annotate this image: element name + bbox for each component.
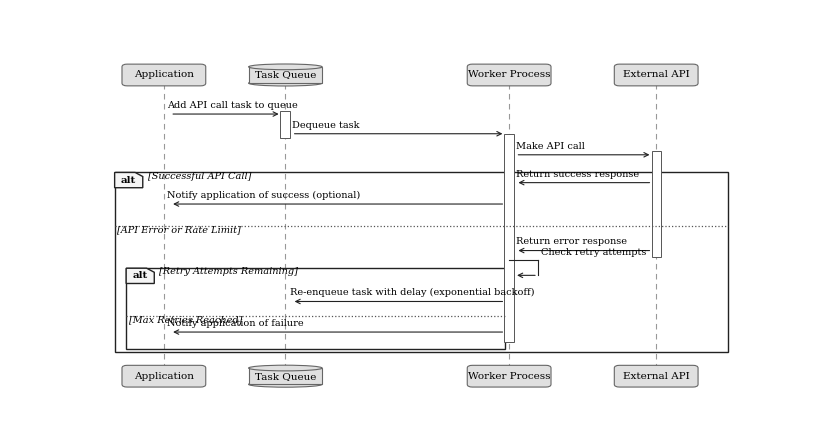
Text: Notify application of success (optional): Notify application of success (optional) (167, 191, 361, 200)
Text: Worker Process: Worker Process (468, 372, 550, 381)
Text: Add API call task to queue: Add API call task to queue (167, 101, 298, 110)
Bar (115, 172, 728, 352)
Text: Worker Process: Worker Process (468, 71, 550, 79)
Bar (126, 268, 505, 349)
FancyBboxPatch shape (467, 365, 551, 387)
Text: Application: Application (134, 372, 194, 381)
Bar (652, 151, 661, 257)
FancyBboxPatch shape (122, 64, 205, 86)
Text: External API: External API (623, 372, 690, 381)
Text: Check retry attempts: Check retry attempts (541, 248, 647, 258)
Text: [API Error or Rate Limit]: [API Error or Rate Limit] (117, 225, 241, 234)
Text: Dequeue task: Dequeue task (292, 121, 359, 130)
Ellipse shape (248, 64, 322, 70)
Text: Return success response: Return success response (516, 169, 639, 179)
Text: [Retry Attempts Remaining]: [Retry Attempts Remaining] (159, 267, 299, 277)
Text: Task Queue: Task Queue (255, 372, 316, 381)
FancyBboxPatch shape (615, 365, 698, 387)
Ellipse shape (248, 381, 322, 387)
Polygon shape (126, 268, 154, 284)
Text: [Successful API Call]: [Successful API Call] (148, 172, 252, 181)
Bar (248, 368, 322, 385)
FancyBboxPatch shape (615, 64, 698, 86)
Text: External API: External API (623, 71, 690, 79)
Text: Application: Application (134, 71, 194, 79)
Text: Notify application of failure: Notify application of failure (167, 319, 304, 328)
Ellipse shape (248, 80, 322, 86)
FancyBboxPatch shape (122, 365, 205, 387)
Ellipse shape (248, 365, 322, 371)
Text: Task Queue: Task Queue (255, 71, 316, 79)
Text: Make API call: Make API call (516, 142, 584, 151)
Bar (280, 111, 290, 138)
Text: Return error response: Return error response (516, 237, 626, 247)
Bar (248, 67, 322, 83)
Text: Re-enqueue task with delay (exponential backoff): Re-enqueue task with delay (exponential … (290, 288, 535, 297)
Text: [Max Retries Reached]: [Max Retries Reached] (129, 315, 242, 324)
FancyBboxPatch shape (467, 64, 551, 86)
Text: alt: alt (133, 271, 148, 280)
Text: alt: alt (121, 176, 136, 185)
Polygon shape (115, 172, 143, 188)
Bar (504, 135, 514, 342)
